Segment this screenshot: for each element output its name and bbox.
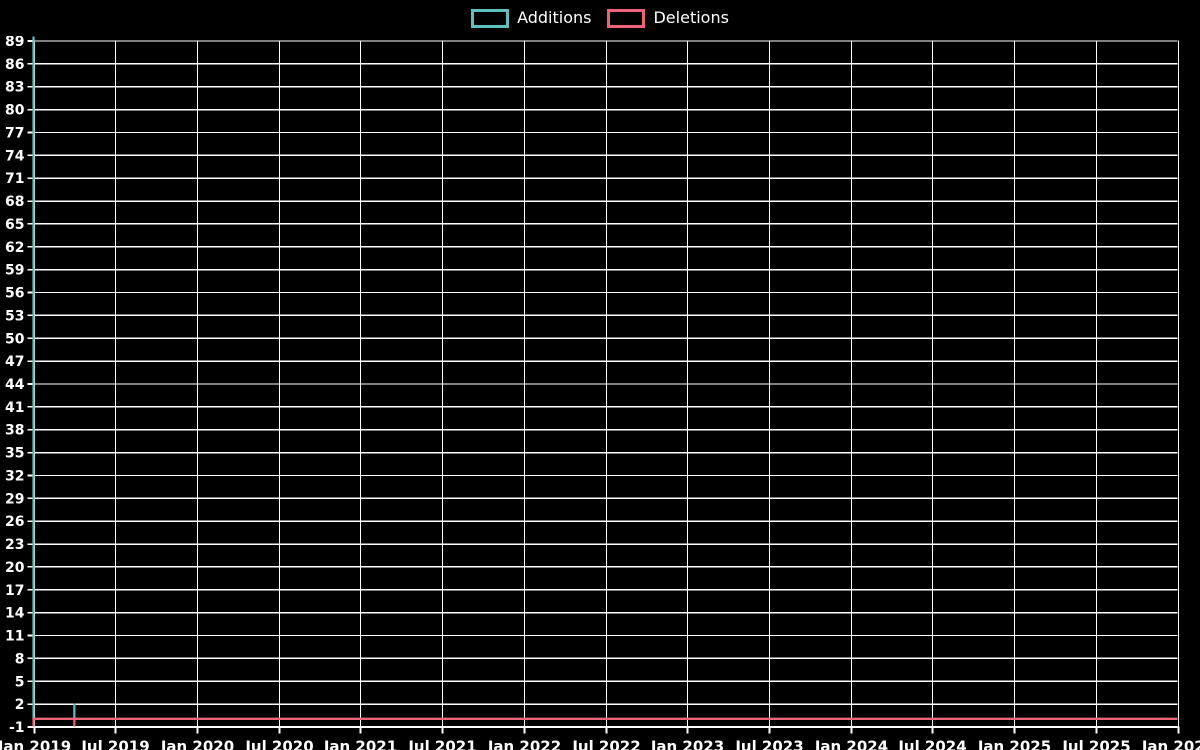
y-axis-tick-labels: 89 86 83 80 77 74 71 68 65 62 59 56 53 50 47 44 41 38 35 32… xyxy=(5,36,25,736)
y-axis-tick-label: 74 xyxy=(5,148,25,164)
legend-entry-additions[interactable]: Additions xyxy=(471,8,592,28)
y-axis-tick-label: 62 xyxy=(5,240,24,256)
x-axis-tick-label: Jul 2022 xyxy=(571,738,640,750)
x-axis-tick-label: Jan 2020 xyxy=(160,738,234,750)
x-axis-tick-label: Jan 2023 xyxy=(650,738,724,750)
y-axis-tick-label: -1 xyxy=(9,720,25,736)
y-axis-tick-label: 89 xyxy=(5,36,24,50)
vertical-gridlines xyxy=(114,40,1180,727)
x-axis-tick-labels: Jan 2019 Jul 2019 Jan 2020 Jul 2020 Jan 2021… xyxy=(0,738,1200,750)
x-axis-tick-label: Jan 2024 xyxy=(814,738,888,750)
legend-swatch-additions xyxy=(471,8,510,28)
x-axis-tick-label: Jul 2019 xyxy=(80,738,149,750)
legend-label-additions: Additions xyxy=(517,8,592,27)
chart-legend: Additions Deletions xyxy=(0,0,1200,36)
y-axis-tick-label: 56 xyxy=(5,286,24,302)
data-series-group xyxy=(32,36,1178,727)
y-axis-tick-label: 2 xyxy=(15,697,25,713)
y-axis-tick-label: 47 xyxy=(5,354,24,370)
y-axis-tick-label: 32 xyxy=(5,468,24,484)
y-axis-tick-label: 86 xyxy=(5,57,24,73)
horizontal-gridlines xyxy=(33,40,1178,705)
legend-entry-deletions[interactable]: Deletions xyxy=(607,8,729,28)
y-axis-tick-label: 23 xyxy=(5,537,24,553)
y-axis-tick-label: 44 xyxy=(5,377,25,393)
x-axis-tick-label: Jan 2025 xyxy=(977,738,1051,750)
y-axis-tick-label: 65 xyxy=(5,217,24,233)
y-axis-tick-label: 68 xyxy=(5,194,24,210)
axis-lines xyxy=(27,40,1180,734)
legend-label-deletions: Deletions xyxy=(653,8,729,27)
legend-swatch-deletions xyxy=(607,8,646,28)
x-axis-tick-label: Jan 2022 xyxy=(487,738,561,750)
series-line-additions xyxy=(32,36,1178,720)
y-axis-tick-label: 20 xyxy=(5,560,25,576)
y-axis-tick-label: 35 xyxy=(5,446,24,462)
y-axis-tick-label: 50 xyxy=(5,331,25,347)
y-axis-tick-label: 77 xyxy=(5,125,24,141)
y-axis-tick-label: 17 xyxy=(5,583,24,599)
y-axis-tick-label: 26 xyxy=(5,514,24,530)
y-axis-tick-label: 8 xyxy=(15,651,25,667)
x-axis-tick-label: Jul 2023 xyxy=(734,738,803,750)
x-axis-tick-label: Jul 2025 xyxy=(1061,738,1130,750)
x-axis-tick-label: Jan 2019 xyxy=(0,738,71,750)
y-axis-tick-label: 11 xyxy=(5,629,24,645)
y-axis-tick-label: 71 xyxy=(5,171,24,187)
y-axis-tick-label: 5 xyxy=(15,674,25,690)
x-axis-tick-label: Jan 2021 xyxy=(323,738,397,750)
y-axis-tick-label: 29 xyxy=(5,491,24,507)
plot-area: 89 86 83 80 77 74 71 68 65 62 59 56 53 50 47 44 41 38 35 32… xyxy=(0,36,1200,750)
y-axis-tick-label: 14 xyxy=(5,606,25,622)
x-axis-tick-label: Jul 2021 xyxy=(407,738,476,750)
y-axis-tick-label: 41 xyxy=(5,400,24,416)
x-axis-tick-label: Jan 2026 xyxy=(1141,738,1200,750)
series-line-deletions xyxy=(32,717,1178,727)
y-axis-tick-label: 53 xyxy=(5,308,24,324)
y-axis-tick-label: 83 xyxy=(5,80,24,96)
x-axis-tick-label: Jul 2024 xyxy=(897,738,966,750)
chart-canvas: 89 86 83 80 77 74 71 68 65 62 59 56 53 50 47 44 41 38 35 32… xyxy=(0,36,1200,750)
y-axis-tick-label: 59 xyxy=(5,263,24,279)
y-axis-tick-label: 80 xyxy=(5,103,25,119)
y-axis-tick-label: 38 xyxy=(5,423,24,439)
x-axis-tick-label: Jul 2020 xyxy=(244,738,313,750)
